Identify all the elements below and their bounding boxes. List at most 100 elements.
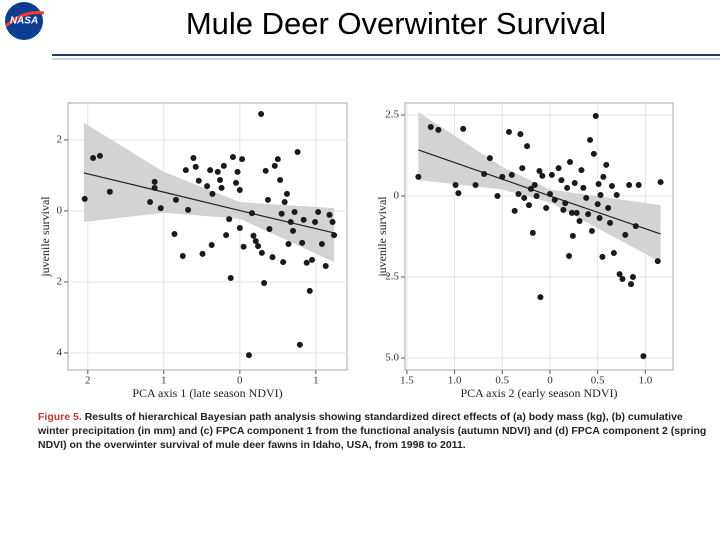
data-point	[233, 179, 240, 186]
charts: 2 1 0 1 2 0 2 4 PCA axis 1 (late season NDVI) juv…	[38, 102, 674, 400]
data-point	[300, 216, 307, 223]
data-point	[240, 243, 247, 250]
data-point	[291, 209, 298, 216]
data-point	[415, 173, 422, 180]
data-point	[560, 206, 567, 213]
logo-text: NASA	[10, 16, 38, 27]
data-point	[494, 192, 501, 199]
fit-line	[418, 149, 661, 235]
data-point	[511, 207, 518, 214]
data-point	[529, 229, 536, 236]
x-axis-title: PCA axis 2 (early season NDVI)	[461, 386, 618, 400]
y-tick-label: 2.5	[385, 109, 399, 121]
data-point	[151, 184, 158, 191]
data-point	[594, 201, 601, 208]
data-point	[157, 205, 164, 212]
data-point	[626, 181, 633, 188]
caption-label: Figure 5.	[38, 411, 82, 423]
y-tick-label: 0	[57, 204, 63, 216]
x-tick-label: 0.5	[591, 375, 605, 387]
data-point	[622, 231, 629, 238]
data-point	[558, 177, 565, 184]
data-point	[571, 180, 578, 187]
data-point	[619, 275, 626, 282]
data-point	[220, 162, 227, 169]
data-point	[573, 209, 580, 216]
data-point	[533, 192, 540, 199]
data-point	[640, 353, 647, 360]
data-point	[524, 143, 531, 150]
data-point	[252, 238, 259, 245]
chart: 1.5 1.0 0.5 0 0.5 1.0 2.5 0 2.5 5.0 PCA axis 2 (ea…	[375, 102, 674, 400]
y-tick-label: 5.0	[385, 352, 399, 364]
data-point	[508, 171, 515, 178]
data-point	[568, 209, 575, 216]
data-point	[613, 192, 620, 199]
data-point	[271, 162, 278, 169]
data-point	[147, 199, 154, 206]
data-point	[551, 196, 558, 203]
data-point	[654, 258, 661, 265]
data-point	[539, 172, 546, 179]
data-point	[223, 232, 230, 239]
data-point	[608, 182, 615, 189]
data-point	[217, 177, 224, 184]
data-point	[199, 250, 206, 257]
data-point	[486, 155, 493, 162]
data-point	[481, 170, 488, 177]
data-point	[269, 254, 276, 261]
data-point	[583, 194, 590, 201]
data-point	[536, 168, 543, 175]
data-point	[580, 184, 587, 191]
fit-line	[83, 172, 335, 234]
data-point	[226, 216, 233, 223]
x-tick-label: 0	[237, 375, 243, 387]
data-point	[185, 206, 192, 213]
data-point	[309, 256, 316, 263]
data-point	[262, 167, 269, 174]
data-point	[632, 223, 639, 230]
slide-title: Mule Deer Overwinter Survival	[186, 6, 606, 41]
data-point	[600, 173, 607, 180]
data-point	[312, 218, 319, 225]
data-point	[610, 250, 617, 257]
data-point	[595, 181, 602, 188]
data-point	[629, 274, 636, 281]
data-point	[190, 155, 197, 162]
data-point	[90, 155, 97, 162]
data-point	[81, 195, 88, 202]
data-point	[258, 111, 265, 118]
data-point	[192, 163, 199, 170]
data-point	[562, 200, 569, 207]
data-point	[657, 179, 664, 186]
data-point	[566, 252, 573, 259]
data-point	[597, 192, 604, 199]
data-point	[106, 188, 113, 195]
data-point	[331, 232, 338, 239]
data-point	[616, 271, 623, 278]
data-point	[564, 184, 571, 191]
data-point	[236, 224, 243, 231]
data-point	[234, 168, 241, 175]
data-point	[208, 242, 215, 249]
data-point	[281, 199, 288, 206]
y-tick-label: 4	[57, 346, 63, 358]
data-point	[460, 125, 467, 132]
data-point	[261, 280, 268, 287]
confidence-band	[418, 112, 661, 263]
data-point	[207, 167, 214, 174]
data-point	[315, 209, 322, 216]
data-point	[278, 210, 285, 217]
data-point	[505, 128, 512, 135]
data-point	[585, 211, 592, 218]
data-point	[519, 165, 526, 172]
data-point	[587, 136, 594, 143]
data-point	[283, 190, 290, 197]
chart: 2 1 0 1 2 0 2 4 PCA axis 1 (late season NDVI) juv…	[38, 102, 348, 400]
data-point	[264, 196, 271, 203]
data-point	[229, 153, 236, 160]
data-point	[517, 131, 524, 138]
data-point	[266, 226, 273, 233]
y-tick-label: 2	[57, 133, 63, 145]
